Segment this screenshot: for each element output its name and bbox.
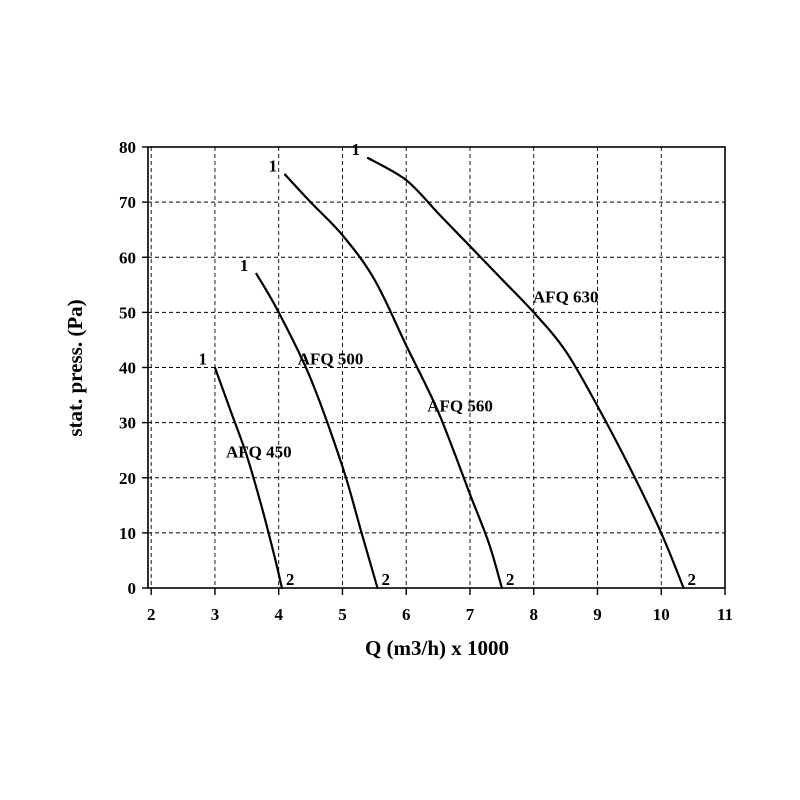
- series-4: 1 2 AFQ 630: [351, 140, 697, 590]
- y-tick-label: 50: [119, 303, 136, 322]
- x-tick-label: 9: [593, 605, 602, 624]
- series-2: 1 2 AFQ 500: [240, 256, 391, 590]
- series-3: 1 2 AFQ 560: [269, 157, 515, 590]
- curve-start-label: 1: [351, 140, 360, 159]
- x-tick-label: 10: [653, 605, 670, 624]
- series-line: [213, 366, 283, 590]
- series-1: 1 2 AFQ 450: [198, 350, 294, 590]
- x-tick-label: 3: [211, 605, 220, 624]
- x-axis-title: Q (m3/h) x 1000: [365, 636, 509, 660]
- y-axis-title: stat. press. (Pa): [63, 299, 87, 436]
- x-tick-label: 6: [402, 605, 411, 624]
- curve-end-label: 2: [382, 570, 391, 589]
- series-line: [284, 173, 503, 590]
- y-tick-label: 40: [119, 359, 136, 378]
- curve-start-label: 1: [198, 350, 207, 369]
- y-tick-label: 10: [119, 524, 136, 543]
- y-tick-label: 30: [119, 414, 136, 433]
- curve-end-label: 2: [286, 570, 295, 589]
- y-tick-label: 0: [128, 579, 137, 598]
- series-line: [366, 156, 685, 590]
- y-tick-label: 60: [119, 248, 136, 267]
- series-group: 1 2 AFQ 450 1 2 AFQ 500 1 2 AFQ 560 1 2 AFQ 630: [198, 140, 697, 590]
- curve-end-label: 2: [688, 570, 697, 589]
- y-tick-label: 80: [119, 138, 136, 157]
- curve-start-label: 1: [269, 157, 278, 176]
- x-tick-label: 5: [338, 605, 347, 624]
- y-tick-label: 70: [119, 193, 136, 212]
- series-name-label: AFQ 450: [226, 443, 292, 462]
- x-tick-label: 4: [274, 605, 283, 624]
- grid-lines: [148, 147, 725, 588]
- x-tick-label: 8: [529, 605, 538, 624]
- curve-start-label: 1: [240, 256, 249, 275]
- series-line: [255, 272, 379, 590]
- series-name-label: AFQ 630: [533, 287, 599, 306]
- series-name-label: AFQ 500: [298, 350, 364, 369]
- y-tick-label: 20: [119, 469, 136, 488]
- series-name-label: AFQ 560: [427, 397, 493, 416]
- curve-end-label: 2: [506, 570, 515, 589]
- x-tick-label: 7: [466, 605, 475, 624]
- x-tick-label: 11: [717, 605, 733, 624]
- x-tick-label: 2: [147, 605, 156, 624]
